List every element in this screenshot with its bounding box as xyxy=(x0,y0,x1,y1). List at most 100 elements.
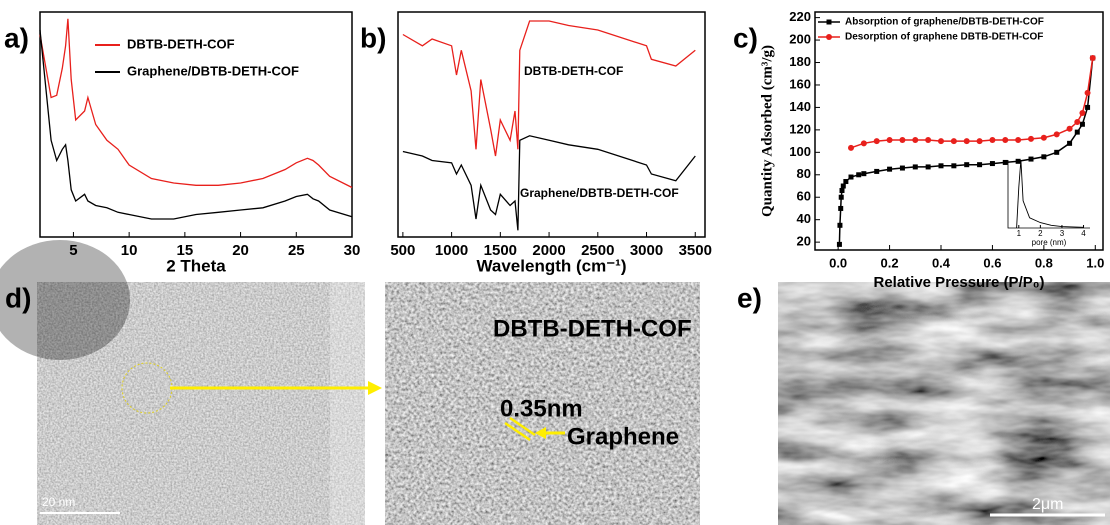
lattice-line xyxy=(504,421,531,442)
marker xyxy=(1089,55,1096,62)
marker xyxy=(951,163,957,169)
marker xyxy=(886,136,893,143)
hrtem-image xyxy=(385,282,700,525)
x-tick-label: 15 xyxy=(177,242,194,259)
marker xyxy=(1040,134,1047,141)
spacing-label: 0.35nm xyxy=(500,395,583,422)
sem-image xyxy=(778,282,1110,525)
marker xyxy=(1053,131,1060,138)
marker xyxy=(938,138,944,145)
x-tick-label: 30 xyxy=(344,242,361,259)
x-tick-label: 1500 xyxy=(484,242,517,259)
inset-axes xyxy=(1007,160,1090,229)
marker xyxy=(1066,125,1073,132)
marker xyxy=(963,138,970,145)
marker xyxy=(856,172,862,178)
y-tick-label: 40 xyxy=(797,211,811,226)
shade xyxy=(330,282,365,525)
marker xyxy=(925,136,932,143)
panel-label: a) xyxy=(4,22,29,53)
marker xyxy=(887,166,893,172)
x-tick-label: 20 xyxy=(232,242,249,259)
marker xyxy=(925,164,931,170)
tem-image xyxy=(37,282,365,525)
x-axis-title: Wavelength (cm⁻¹) xyxy=(476,256,626,275)
series-line xyxy=(402,135,696,231)
legend-label: DBTB-DETH-COF xyxy=(127,36,235,51)
x-tick-label: 0.4 xyxy=(932,255,951,270)
y-tick-label: 60 xyxy=(797,189,811,204)
marker xyxy=(989,161,995,167)
marker xyxy=(1074,119,1081,126)
marker xyxy=(977,162,983,168)
series-line xyxy=(402,20,696,157)
y-tick-label: 120 xyxy=(789,121,811,136)
y-tick-label: 220 xyxy=(789,9,811,24)
x-tick-label: 2000 xyxy=(532,242,565,259)
inset-tick-label: 1 xyxy=(1017,229,1022,238)
x-tick-label: 10 xyxy=(121,242,138,259)
x-tick-label: 1000 xyxy=(435,242,468,259)
pointer-label: Graphene xyxy=(567,423,679,450)
inset-line xyxy=(1016,159,1084,229)
inset-tick-label: 2 xyxy=(1038,229,1043,238)
x-tick-label: 25 xyxy=(288,242,305,259)
marker xyxy=(861,171,867,177)
marker xyxy=(1079,121,1085,127)
marker xyxy=(1002,159,1008,165)
legend-marker xyxy=(826,34,832,40)
arrow-head xyxy=(368,381,382,395)
y-tick-label: 100 xyxy=(789,144,811,159)
legend-marker xyxy=(826,19,832,25)
plot-frame xyxy=(39,11,353,238)
marker xyxy=(1067,140,1073,146)
x-tick-label: 0.0 xyxy=(829,255,847,270)
marker xyxy=(976,138,983,145)
scale-label: 20 nm xyxy=(42,495,75,509)
y-axis-title: Quantity Adsorbed (cm³/g) xyxy=(759,45,775,217)
x-axis-title: Relative Pressure (P/P₀) xyxy=(873,274,1044,291)
inset-x-title: pore (nm) xyxy=(1032,238,1067,247)
marker xyxy=(837,222,843,228)
panel-label: d) xyxy=(5,282,31,313)
x-tick-label: 3000 xyxy=(630,242,663,259)
marker xyxy=(1079,110,1086,117)
marker xyxy=(839,188,845,193)
inset-tick-label: 4 xyxy=(1081,229,1086,238)
marker xyxy=(1074,129,1080,135)
panel-label: e) xyxy=(737,282,762,313)
marker xyxy=(1054,149,1060,155)
marker xyxy=(843,179,849,185)
marker xyxy=(860,140,867,147)
marker xyxy=(938,163,944,169)
marker xyxy=(848,144,854,151)
marker xyxy=(950,138,957,145)
panel-label: c) xyxy=(733,22,758,53)
series-label: DBTB-DETH-COF xyxy=(524,64,623,78)
marker xyxy=(899,165,905,171)
shade xyxy=(0,240,130,360)
marker xyxy=(848,174,854,180)
arrow-head xyxy=(535,427,546,439)
x-tick-label: 500 xyxy=(390,242,415,259)
y-tick-label: 20 xyxy=(797,234,811,249)
marker xyxy=(1028,135,1034,142)
marker xyxy=(838,205,844,211)
marker xyxy=(1085,104,1091,110)
x-tick-label: 2500 xyxy=(581,242,614,259)
y-tick-label: 180 xyxy=(789,54,811,69)
marker xyxy=(1015,136,1022,143)
marker xyxy=(1084,89,1091,96)
x-axis-title: 2 Theta xyxy=(166,256,226,275)
y-tick-label: 160 xyxy=(789,76,811,91)
image-title: DBTB-DETH-COF xyxy=(493,315,692,342)
marker xyxy=(1015,158,1021,164)
y-tick-label: 200 xyxy=(789,32,811,47)
legend-label: Absorption of graphene/DBTB-DETH-COF xyxy=(845,17,1044,28)
x-tick-label: 1.0 xyxy=(1086,255,1104,270)
marker xyxy=(912,136,919,143)
y-tick-label: 80 xyxy=(797,166,811,181)
series-label: Graphene/DBTB-DETH-COF xyxy=(520,186,679,200)
marker xyxy=(836,241,842,247)
